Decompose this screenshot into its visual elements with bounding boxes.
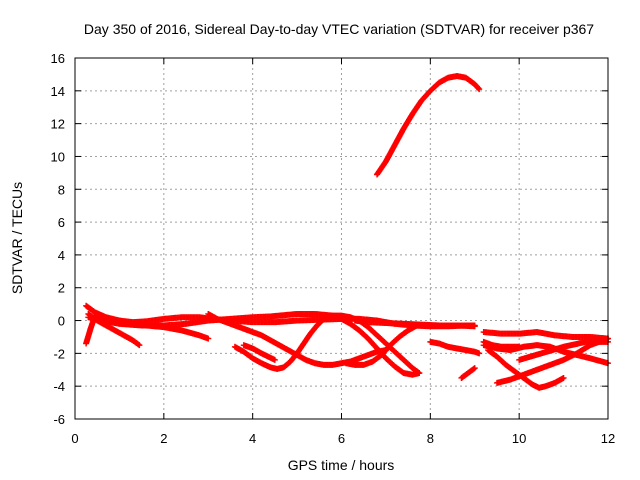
series-arc-16 [485, 347, 567, 391]
x-tick-label: 8 [427, 431, 434, 446]
x-tick-label: 4 [249, 431, 256, 446]
data-point [560, 374, 567, 381]
y-tick-label: -4 [53, 379, 65, 394]
x-tick-label: 10 [512, 431, 526, 446]
y-tick-label: 12 [51, 117, 65, 132]
y-tick-label: 14 [51, 84, 65, 99]
x-tick-label: 12 [601, 431, 615, 446]
series-arc-12 [427, 338, 483, 357]
data-point [516, 343, 523, 350]
series-arc-13 [458, 365, 478, 381]
y-axis-label: SDTVAR / TECUs [9, 182, 25, 294]
data-point [416, 370, 423, 377]
series-arc-14 [480, 329, 611, 342]
y-tick-label: 4 [58, 248, 65, 263]
y-tick-label: -6 [53, 412, 65, 427]
x-tick-label: 6 [338, 431, 345, 446]
data-point [471, 323, 478, 330]
data-marks [83, 73, 611, 391]
series-arc-08 [240, 342, 278, 363]
series-arc-05 [94, 312, 212, 342]
y-tick-label: 16 [51, 51, 65, 66]
y-tick-label: 0 [58, 314, 65, 329]
y-tick-label: 10 [51, 149, 65, 164]
data-point [135, 341, 142, 348]
series-arc-11 [374, 73, 483, 178]
series-arc-10 [351, 317, 478, 330]
x-tick-label: 0 [71, 431, 78, 446]
y-tick-label: 6 [58, 215, 65, 230]
y-tick-label: -2 [53, 346, 65, 361]
series-arc-18 [480, 338, 523, 350]
data-point [205, 335, 212, 342]
axis-ticks: 0 2 4 6 8 10 12 -6 -4 -2 0 2 4 6 8 10 12 14 16 [51, 51, 616, 446]
x-axis-label: GPS time / hours [288, 457, 395, 473]
chart-title: Day 350 of 2016, Sidereal Day-to-day VTE… [84, 21, 594, 37]
data-point [136, 342, 143, 349]
data-point [415, 369, 422, 376]
series-arc-17 [493, 335, 611, 386]
y-tick-label: 8 [58, 182, 65, 197]
data-point [476, 350, 483, 357]
data-point [271, 356, 278, 363]
x-tick-label: 2 [160, 431, 167, 446]
series-arc-07 [231, 312, 423, 377]
data-point [476, 86, 483, 93]
data-point [475, 85, 482, 92]
data-point [471, 365, 478, 372]
y-tick-label: 2 [58, 281, 65, 296]
